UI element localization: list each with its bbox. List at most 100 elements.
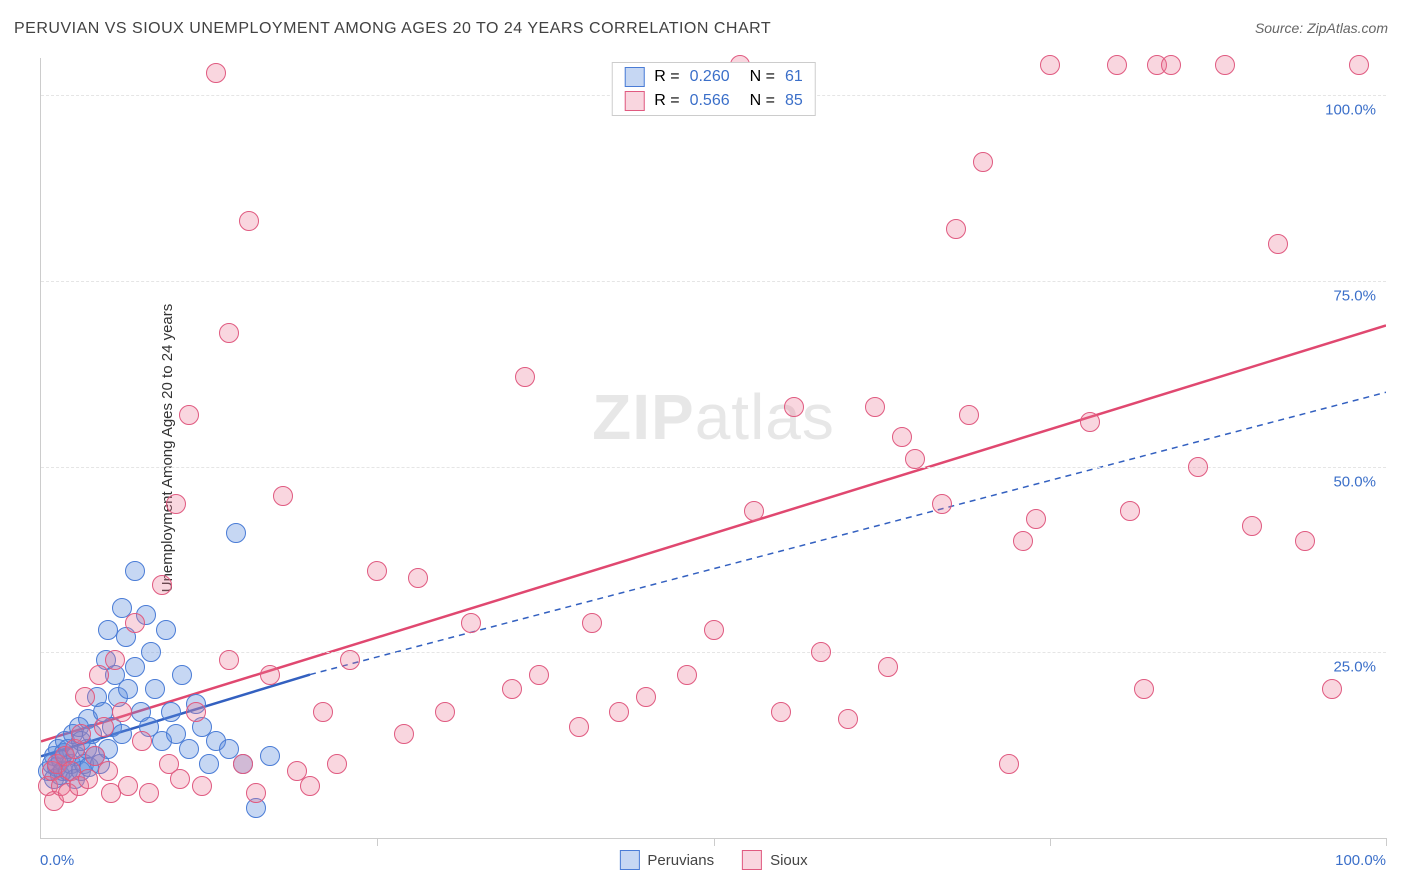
scatter-point xyxy=(152,575,172,595)
scatter-point xyxy=(838,709,858,729)
scatter-point xyxy=(179,739,199,759)
watermark: ZIPatlas xyxy=(592,380,835,454)
legend-swatch-peruvians-icon xyxy=(619,850,639,870)
scatter-point xyxy=(865,397,885,417)
scatter-point xyxy=(1295,531,1315,551)
series-label-sioux: Sioux xyxy=(770,852,808,869)
scatter-point xyxy=(932,494,952,514)
chart-title: PERUVIAN VS SIOUX UNEMPLOYMENT AMONG AGE… xyxy=(14,20,771,38)
scatter-point xyxy=(609,702,629,722)
gridline-h xyxy=(41,281,1386,282)
plot-area: Unemployment Among Ages 20 to 24 years Z… xyxy=(40,58,1386,839)
r-value-sioux: 0.566 xyxy=(690,92,730,110)
scatter-point xyxy=(161,702,181,722)
source-attribution: Source: ZipAtlas.com xyxy=(1255,20,1388,36)
x-tick xyxy=(377,838,378,846)
y-tick-label: 25.0% xyxy=(1333,659,1376,676)
scatter-point xyxy=(226,523,246,543)
y-tick-label: 100.0% xyxy=(1325,102,1376,119)
scatter-point xyxy=(219,323,239,343)
regression-lines xyxy=(41,58,1386,838)
scatter-point xyxy=(89,665,109,685)
y-axis-label: Unemployment Among Ages 20 to 24 years xyxy=(159,304,176,593)
scatter-point xyxy=(1134,679,1154,699)
watermark-bold: ZIP xyxy=(592,381,695,453)
scatter-point xyxy=(905,449,925,469)
r-label: R = xyxy=(654,68,679,86)
scatter-point xyxy=(340,650,360,670)
x-tick xyxy=(1050,838,1051,846)
scatter-point xyxy=(1322,679,1342,699)
watermark-rest: atlas xyxy=(695,381,835,453)
x-tick-max: 100.0% xyxy=(1335,852,1386,869)
scatter-point xyxy=(704,620,724,640)
scatter-point xyxy=(744,501,764,521)
scatter-point xyxy=(892,427,912,447)
y-tick-label: 75.0% xyxy=(1333,287,1376,304)
scatter-point xyxy=(186,702,206,722)
correlation-legend: R = 0.260 N = 61 R = 0.566 N = 85 xyxy=(611,62,816,116)
scatter-point xyxy=(125,613,145,633)
scatter-point xyxy=(1080,412,1100,432)
scatter-point xyxy=(139,783,159,803)
scatter-point xyxy=(71,724,91,744)
series-legend-sioux: Sioux xyxy=(742,850,808,870)
scatter-point xyxy=(118,776,138,796)
scatter-point xyxy=(394,724,414,744)
scatter-point xyxy=(1215,55,1235,75)
correlation-legend-row-sioux: R = 0.566 N = 85 xyxy=(612,89,815,113)
scatter-point xyxy=(112,702,132,722)
n-label: N = xyxy=(750,92,775,110)
scatter-point xyxy=(75,687,95,707)
scatter-point xyxy=(239,211,259,231)
scatter-point xyxy=(1026,509,1046,529)
scatter-point xyxy=(132,731,152,751)
scatter-point xyxy=(784,397,804,417)
scatter-point xyxy=(999,754,1019,774)
n-label: N = xyxy=(750,68,775,86)
scatter-point xyxy=(166,494,186,514)
scatter-point xyxy=(636,687,656,707)
source-label: Source: xyxy=(1255,20,1307,36)
series-label-peruvians: Peruvians xyxy=(647,852,714,869)
y-tick-label: 50.0% xyxy=(1333,473,1376,490)
scatter-point xyxy=(156,620,176,640)
scatter-point xyxy=(78,769,98,789)
scatter-point xyxy=(141,642,161,662)
scatter-point xyxy=(1268,234,1288,254)
x-tick xyxy=(714,838,715,846)
scatter-point xyxy=(94,717,114,737)
scatter-point xyxy=(677,665,697,685)
scatter-point xyxy=(233,754,253,774)
scatter-point xyxy=(946,219,966,239)
scatter-point xyxy=(1040,55,1060,75)
r-value-peruvians: 0.260 xyxy=(690,68,730,86)
n-value-sioux: 85 xyxy=(785,92,803,110)
scatter-point xyxy=(219,650,239,670)
scatter-point xyxy=(125,657,145,677)
scatter-point xyxy=(878,657,898,677)
scatter-point xyxy=(300,776,320,796)
scatter-point xyxy=(529,665,549,685)
scatter-point xyxy=(1013,531,1033,551)
scatter-point xyxy=(260,665,280,685)
scatter-point xyxy=(172,665,192,685)
scatter-point xyxy=(502,679,522,699)
source-name: ZipAtlas.com xyxy=(1307,20,1388,36)
scatter-point xyxy=(515,367,535,387)
legend-swatch-peruvians xyxy=(624,67,644,87)
x-tick-min: 0.0% xyxy=(40,852,74,869)
scatter-point xyxy=(408,568,428,588)
scatter-point xyxy=(959,405,979,425)
scatter-point xyxy=(273,486,293,506)
scatter-point xyxy=(1188,457,1208,477)
scatter-point xyxy=(112,724,132,744)
scatter-point xyxy=(145,679,165,699)
legend-swatch-sioux-icon xyxy=(742,850,762,870)
scatter-point xyxy=(246,783,266,803)
scatter-point xyxy=(192,776,212,796)
scatter-point xyxy=(327,754,347,774)
scatter-point xyxy=(1242,516,1262,536)
series-legend-peruvians: Peruvians xyxy=(619,850,714,870)
scatter-point xyxy=(125,561,145,581)
